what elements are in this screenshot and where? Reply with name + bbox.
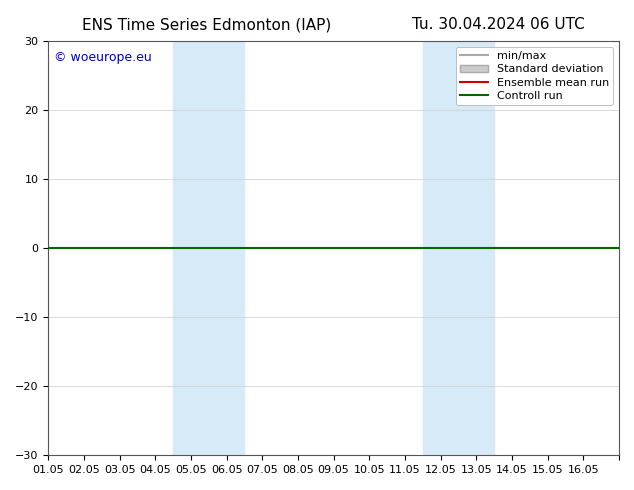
Text: © woeurope.eu: © woeurope.eu [54,51,152,64]
Bar [423,41,494,455]
Text: Tu. 30.04.2024 06 UTC: Tu. 30.04.2024 06 UTC [412,17,585,32]
Legend: min/max, Standard deviation, Ensemble mean run, Controll run: min/max, Standard deviation, Ensemble me… [456,47,614,105]
Bar [173,41,245,455]
Text: ENS Time Series Edmonton (IAP): ENS Time Series Edmonton (IAP) [82,17,332,32]
